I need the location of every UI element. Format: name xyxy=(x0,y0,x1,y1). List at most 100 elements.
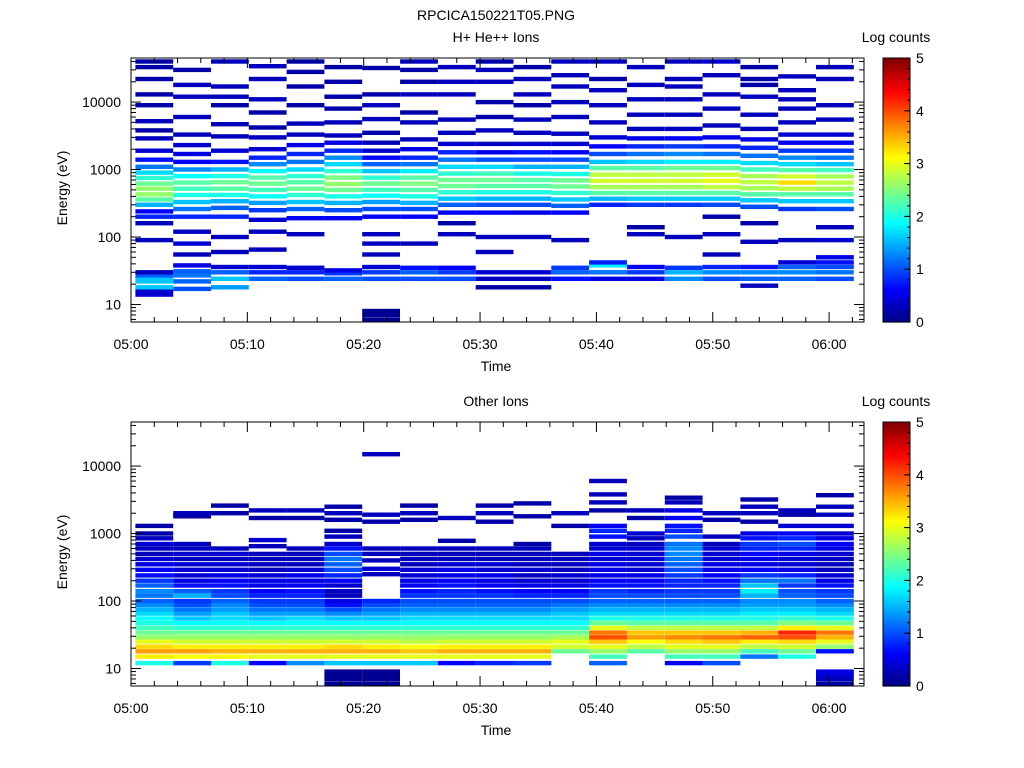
colorbar-swatch xyxy=(883,630,910,634)
heatmap-cell xyxy=(286,508,325,513)
colorbar-swatch xyxy=(883,250,910,254)
heatmap-cell xyxy=(626,531,665,536)
heatmap-cell xyxy=(362,452,400,457)
heatmap-cell xyxy=(173,573,211,578)
colorbar-swatch xyxy=(883,656,910,661)
heatmap-cell xyxy=(513,551,552,557)
heatmap-cell xyxy=(816,562,854,567)
heatmap-cell xyxy=(324,602,363,607)
heatmap-cell xyxy=(513,270,552,275)
heatmap-cell xyxy=(740,607,779,612)
heatmap-cell xyxy=(211,173,249,179)
heatmap-cell xyxy=(551,270,590,275)
heatmap-cell xyxy=(740,611,779,616)
heatmap-cell xyxy=(664,500,703,505)
heatmap-cell xyxy=(437,654,476,659)
heatmap-cell xyxy=(702,589,741,594)
heatmap-cell xyxy=(211,625,249,631)
heatmap-cell xyxy=(400,200,438,206)
heatmap-cell xyxy=(475,171,514,176)
heatmap-cell xyxy=(135,541,174,547)
colorbar-swatch xyxy=(883,73,910,78)
heatmap-cell xyxy=(513,164,552,169)
colorbar-swatch xyxy=(883,617,910,621)
heatmap-cell xyxy=(702,602,741,607)
colorbar-swatch xyxy=(883,200,910,204)
heatmap-cell xyxy=(475,578,514,583)
heatmap-cell xyxy=(626,515,665,521)
heatmap-cell xyxy=(135,531,174,536)
colorbar-swatch xyxy=(883,424,910,428)
heatmap-cell xyxy=(589,546,627,551)
heatmap-cell xyxy=(437,164,476,169)
panel-title: Other Ions xyxy=(463,393,528,409)
heatmap-cell xyxy=(286,121,325,126)
heatmap-cell xyxy=(589,589,627,594)
colorbar-swatch xyxy=(883,208,910,212)
heatmap-cell xyxy=(211,148,249,153)
heatmap-cell xyxy=(551,630,590,635)
heatmap-cell xyxy=(211,192,249,198)
colorbar-swatch xyxy=(883,258,910,262)
heatmap-cell xyxy=(437,598,476,604)
heatmap-cell xyxy=(362,155,400,160)
heatmap-cell xyxy=(362,602,400,607)
colorbar-swatch xyxy=(883,142,910,146)
heatmap-cell xyxy=(816,551,854,557)
heatmap-cell xyxy=(362,252,400,257)
heatmap-cell xyxy=(211,180,249,185)
heatmap-cell xyxy=(664,165,703,171)
heatmap-cell xyxy=(324,541,363,547)
colorbar-swatch xyxy=(883,627,910,632)
heatmap-cell xyxy=(740,180,779,185)
heatmap-cell xyxy=(816,206,854,212)
heatmap-cell xyxy=(551,635,590,640)
heatmap-cell xyxy=(816,174,854,179)
heatmap-cell xyxy=(400,660,438,666)
heatmap-cell xyxy=(362,168,400,174)
heatmap-cell xyxy=(475,177,514,183)
heatmap-cell xyxy=(626,598,665,604)
heatmap-cell xyxy=(475,150,514,155)
heatmap-cell xyxy=(702,567,741,572)
heatmap-cell xyxy=(664,593,703,598)
heatmap-cell xyxy=(513,285,552,290)
heatmap-cell xyxy=(437,625,476,631)
heatmap-cell xyxy=(173,273,211,278)
heatmap-cell xyxy=(816,531,854,536)
heatmap-cell xyxy=(135,649,174,654)
y-tick-label: 10000 xyxy=(82,458,121,474)
heatmap-cell xyxy=(589,625,627,631)
panel-other-ions: Other Ions Time Energy (eV) Log counts 0… xyxy=(54,393,930,738)
heatmap-cell xyxy=(589,184,627,190)
heatmap-cell xyxy=(173,94,211,99)
y-axis-label: Energy (eV) xyxy=(54,151,70,226)
colorbar-swatch xyxy=(883,604,910,608)
heatmap-cell xyxy=(626,112,665,117)
heatmap-cell xyxy=(513,635,552,640)
heatmap-cell xyxy=(286,132,325,137)
colorbar-swatch xyxy=(883,548,910,552)
heatmap-cell xyxy=(286,644,325,649)
heatmap-cell xyxy=(816,573,854,578)
heatmap-cell xyxy=(551,593,590,598)
x-tick-label: 05:00 xyxy=(113,700,148,716)
heatmap-cell xyxy=(437,602,476,607)
heatmap-cell xyxy=(362,572,400,577)
heatmap-cell xyxy=(475,639,514,644)
heatmap-cell xyxy=(286,265,325,270)
colorbar-swatch xyxy=(883,279,910,283)
heatmap-cell xyxy=(286,625,325,631)
heatmap-cell xyxy=(173,598,211,604)
heatmap-cell xyxy=(513,196,552,201)
colorbar-swatch xyxy=(883,237,910,241)
heatmap-cell xyxy=(664,578,703,583)
heatmap-cell xyxy=(740,112,779,117)
heatmap-cell xyxy=(437,546,476,551)
heatmap-cell xyxy=(551,562,590,567)
heatmap-cell xyxy=(173,602,211,607)
heatmap-cell xyxy=(437,157,476,162)
heatmap-cell xyxy=(816,536,854,541)
heatmap-cell xyxy=(135,660,174,666)
heatmap-cell xyxy=(324,611,363,616)
